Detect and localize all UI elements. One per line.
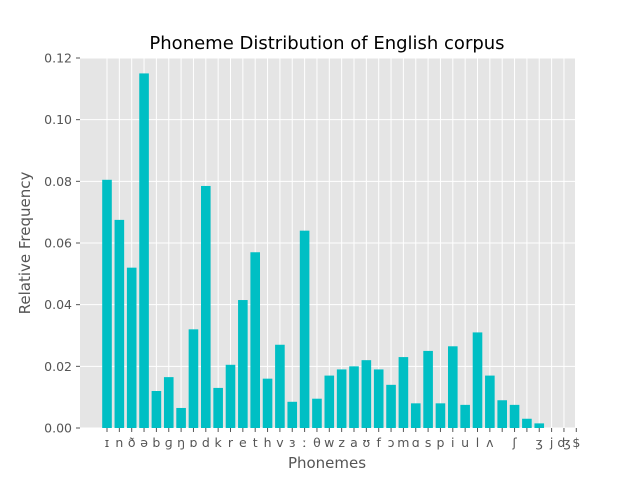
bar: [423, 350, 433, 428]
x-tick-label: ɒ: [189, 435, 197, 450]
x-ticks: ɪ n ð ə b ɡ ŋ ɒ d k r e t h v ɜ ː θ w z a ʊ f ɔ m ɑ s p i u l ʌ ʃ ʒ j ʤ $: [105, 428, 580, 450]
x-axis-label: Phonemes: [288, 454, 366, 472]
y-tick-label: 0.04: [44, 297, 72, 312]
bar: [497, 400, 507, 428]
bar: [324, 375, 335, 428]
x-tick-label: e: [239, 435, 247, 450]
x-tick-label: ɑ: [412, 435, 420, 450]
y-axis-label: Relative Frequency: [16, 172, 34, 315]
bar: [373, 369, 384, 428]
y-tick-label: 0.12: [44, 51, 72, 66]
y-tick-label: 0.10: [44, 112, 72, 127]
bar: [201, 185, 211, 428]
x-tick-label: p: [436, 435, 444, 450]
x-tick-label: ɪ: [105, 435, 110, 450]
bar: [188, 329, 199, 428]
x-tick-label: s: [425, 435, 432, 450]
x-tick-label: t: [253, 435, 258, 450]
x-tick-label: k: [215, 435, 223, 450]
x-tick-label: ɔ: [388, 435, 395, 450]
x-tick-label: v: [276, 435, 284, 450]
x-tick-label: ɡ: [165, 435, 173, 450]
y-ticks: 0.00 0.02 0.04 0.06 0.08 0.10 0.12: [44, 51, 80, 436]
x-tick-label: ʊ: [362, 435, 370, 450]
bar: [139, 73, 149, 429]
x-tick-label: ə: [140, 435, 148, 450]
bar: [336, 369, 347, 428]
bar: [410, 403, 421, 428]
x-tick-label: ʤ: [557, 435, 570, 450]
x-tick-label: ʃ: [511, 435, 517, 450]
bar: [349, 366, 359, 428]
x-tick-label: ð: [128, 435, 136, 450]
x-tick-label: ɜ: [289, 435, 296, 450]
bar: [472, 332, 483, 428]
bar: [299, 230, 310, 428]
bar: [485, 375, 495, 428]
x-tick-label: $: [572, 435, 580, 450]
y-tick-label: 0.06: [44, 236, 72, 251]
bar: [102, 179, 112, 428]
x-tick-label: θ: [313, 435, 321, 450]
x-tick-label: ː: [302, 435, 306, 450]
bar: [238, 300, 248, 428]
chart-title: Phoneme Distribution of English corpus: [149, 33, 504, 54]
x-tick-label: u: [461, 435, 469, 450]
bar: [312, 398, 322, 428]
bar: [151, 391, 162, 428]
bar: [435, 403, 446, 428]
bar: [176, 407, 186, 428]
x-tick-label: a: [350, 435, 358, 450]
bar: [386, 384, 396, 428]
x-tick-label: d: [202, 435, 210, 450]
bar: [250, 252, 260, 428]
bar: [534, 423, 545, 428]
bar: [522, 418, 532, 428]
x-tick-label: m: [397, 435, 409, 450]
bar: [287, 401, 298, 428]
bar: [213, 387, 223, 428]
bar: [398, 357, 409, 428]
bar: [225, 364, 236, 428]
x-tick-label: i: [451, 435, 454, 450]
bar: [460, 404, 470, 428]
y-tick-label: 0.02: [44, 359, 72, 374]
x-tick-label: w: [324, 435, 334, 450]
x-tick-label: l: [476, 435, 479, 450]
bar: [361, 360, 372, 428]
bar: [114, 219, 125, 428]
x-tick-label: ŋ: [177, 435, 185, 450]
bars: [102, 73, 545, 429]
x-tick-label: r: [228, 435, 234, 450]
bar: [275, 344, 285, 428]
x-tick-label: z: [338, 435, 345, 450]
bar: [509, 404, 520, 428]
x-tick-label: j: [549, 435, 553, 450]
y-tick-label: 0.00: [44, 421, 72, 436]
y-tick-label: 0.08: [44, 174, 72, 189]
x-tick-label: n: [115, 435, 123, 450]
x-tick-label: b: [152, 435, 160, 450]
x-tick-label: ʌ: [486, 435, 494, 450]
bar: [262, 378, 273, 428]
x-tick-label: ʒ: [536, 435, 543, 450]
bar: [448, 346, 458, 428]
bar: [126, 267, 137, 428]
x-tick-label: h: [264, 435, 272, 450]
x-tick-label: f: [376, 435, 381, 450]
bar: [163, 377, 174, 428]
